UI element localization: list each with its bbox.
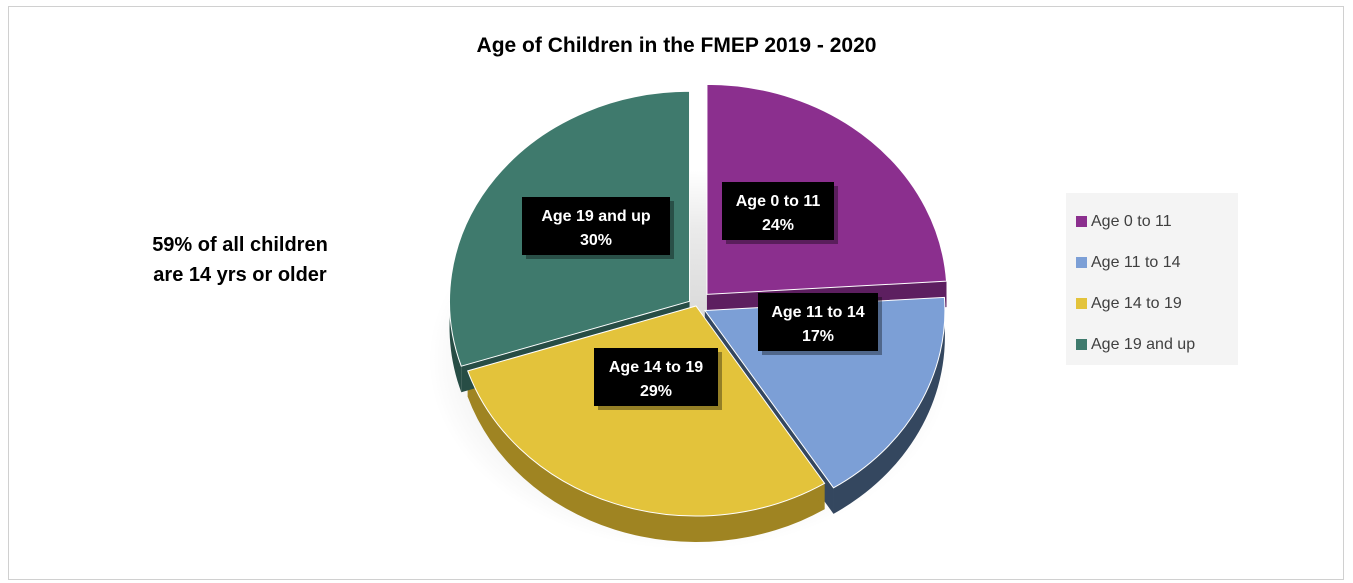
- legend-label: Age 0 to 11: [1091, 212, 1172, 230]
- legend-swatch: [1076, 257, 1087, 268]
- legend-label: Age 14 to 19: [1091, 294, 1182, 312]
- legend-swatch: [1076, 298, 1087, 309]
- data-label-box: [522, 197, 670, 255]
- annotation-line-1: 59% of all children: [152, 234, 328, 256]
- data-label-box: [758, 293, 878, 351]
- pie-slice-side: [833, 297, 945, 514]
- data-label: Age 14 to 19 29%: [594, 348, 722, 410]
- data-label-value: 30%: [580, 232, 612, 249]
- data-label-box: [722, 182, 834, 240]
- legend-item: Age 19 and up: [1066, 324, 1238, 365]
- chart-annotation: 59% of all children are 14 yrs or older: [120, 230, 360, 290]
- legend-item: Age 14 to 19: [1066, 283, 1238, 324]
- data-label-value: 17%: [802, 328, 834, 345]
- data-label-name: Age 11 to 14: [771, 304, 864, 321]
- data-label-box: [594, 348, 718, 406]
- data-label-value: 24%: [762, 217, 794, 234]
- data-label-name: Age 19 and up: [541, 208, 651, 225]
- legend-swatch: [1076, 339, 1087, 350]
- data-label-name: Age 0 to 11: [736, 193, 821, 210]
- data-label-value: 29%: [640, 383, 672, 400]
- legend-label: Age 19 and up: [1091, 335, 1196, 353]
- legend-item: Age 0 to 11: [1066, 201, 1238, 242]
- annotation-line-2: are 14 yrs or older: [153, 264, 327, 286]
- data-label-name: Age 14 to 19: [609, 359, 703, 376]
- legend-item: Age 11 to 14: [1066, 242, 1238, 283]
- legend-label: Age 11 to 14: [1091, 253, 1181, 271]
- legend: Age 0 to 11 Age 11 to 14 Age 14 to 19 Ag…: [1066, 193, 1238, 365]
- legend-swatch: [1076, 216, 1087, 227]
- data-label: Age 11 to 14 17%: [758, 293, 882, 355]
- data-label: Age 19 and up 30%: [522, 197, 674, 259]
- pie-slice: [467, 305, 826, 517]
- pie-slice-side: [467, 370, 825, 543]
- chart-title: Age of Children in the FMEP 2019 - 2020: [476, 34, 877, 57]
- pie-labels: Age 0 to 11 24% Age 11 to 14 17% Age 14 to 1…: [522, 182, 882, 410]
- data-label: Age 0 to 11 24%: [722, 182, 838, 244]
